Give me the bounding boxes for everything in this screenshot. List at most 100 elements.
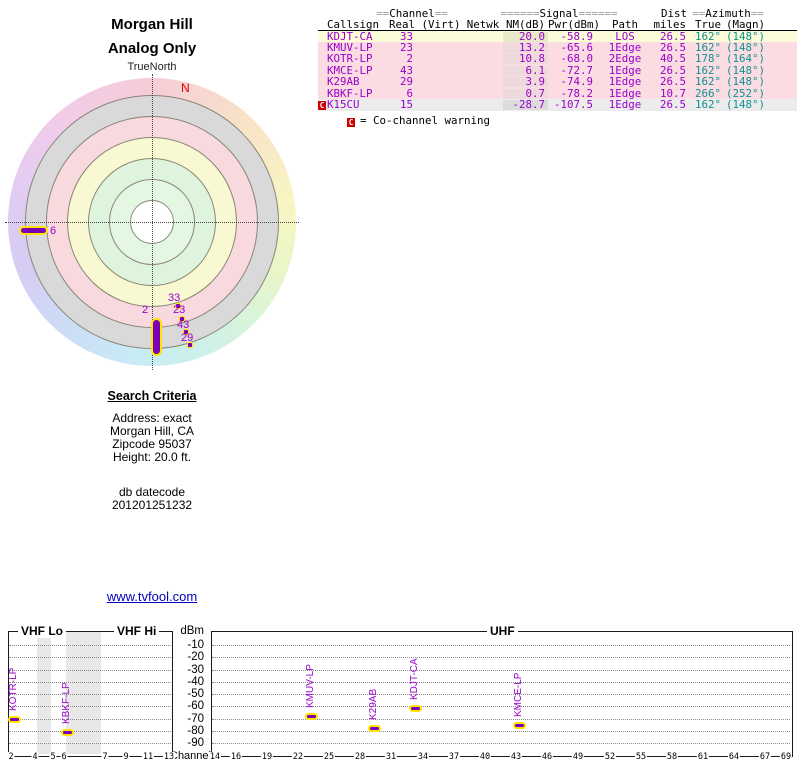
signal-table: ==Channel== ======Signal====== Dist ==Az… <box>318 7 797 112</box>
col-virt: (Virt) <box>421 17 461 31</box>
miles-cell: 26.5 <box>659 29 686 43</box>
channel-tick-7: 7 <box>101 752 109 762</box>
vhf-plot-box <box>8 631 173 757</box>
magn-azimuth-cell: (148°) <box>726 41 766 55</box>
channel-tick-67: 67 <box>758 752 772 762</box>
col-miles: miles <box>653 17 686 31</box>
warning-cell: C <box>318 100 327 111</box>
chart-marker-k29ab <box>368 725 381 732</box>
callsign-cell: K29AB <box>327 75 360 89</box>
co-channel-note-text: = Co-channel warning <box>360 114 491 127</box>
callsign-cell: KBKF-LP <box>327 86 373 100</box>
true-azimuth-cell: 162° <box>694 98 721 112</box>
power-dbm-cell: -74.9 <box>560 75 593 89</box>
y-tick--30: -30 <box>187 664 204 676</box>
true-azimuth-cell: 162° <box>694 75 721 89</box>
gridline--30-uhf <box>212 670 790 671</box>
channel-tick-6: 6 <box>60 752 68 762</box>
co-channel-note: C = Co-channel warning <box>347 114 490 127</box>
nm-db-cell: 0.7 <box>503 88 548 99</box>
magn-azimuth-cell: (252°) <box>726 86 766 100</box>
col-magn: (Magn) <box>726 17 766 31</box>
chart-marker-label-kdjt-ca: KDJT-CA <box>409 658 420 700</box>
channel-tick-28: 28 <box>353 752 367 762</box>
table-group-header: ==Channel== ======Signal====== Dist ==Az… <box>318 7 797 20</box>
nm-db-cell: 10.8 <box>503 54 548 65</box>
channel-tick-9: 9 <box>122 752 130 762</box>
table-row: KBKF-LP 6 0.7 -78.2 1Edge 10.7 266° (252°) <box>318 86 797 100</box>
channel-tick-55: 55 <box>634 752 648 762</box>
true-azimuth-cell: 178° <box>694 52 721 66</box>
polar-marker-label-kotr-lp: 2 <box>142 304 149 316</box>
chart-marker-label-kmuv-lp: KMUV-LP <box>305 664 316 708</box>
channel-tick-43: 43 <box>509 752 523 762</box>
criteria-height: Height: 20.0 ft. <box>112 450 192 464</box>
gridline--90-uhf <box>212 743 790 744</box>
true-azimuth-cell: 162° <box>694 41 721 55</box>
y-tick--60: -60 <box>187 700 204 712</box>
search-criteria-heading: Search Criteria <box>107 389 197 403</box>
north-marker: N <box>181 81 190 95</box>
channel-tick-31: 31 <box>384 752 398 762</box>
vhf-gap-band-1 <box>37 632 51 754</box>
db-datecode-value: 201201251232 <box>111 498 193 512</box>
chart-marker-kmce-lp <box>513 722 526 729</box>
path-cell: 2Edge <box>608 52 642 66</box>
col-path: Path <box>611 17 638 31</box>
gridline--70-uhf <box>212 719 790 720</box>
warning-badge-icon: C <box>318 101 326 111</box>
real-channel-cell: 43 <box>399 63 413 77</box>
path-cell: LOS <box>615 29 635 43</box>
page-title: Morgan Hill <box>111 16 193 33</box>
nm-db-cell: 20.0 <box>503 31 548 42</box>
gridline--40-uhf <box>212 682 790 683</box>
gridline--10-vhf <box>9 645 171 646</box>
gridline--60-uhf <box>212 706 790 707</box>
path-cell: 1Edge <box>608 63 642 77</box>
channel-tick-49: 49 <box>571 752 585 762</box>
real-channel-cell: 15 <box>399 98 413 112</box>
real-channel-cell: 6 <box>406 86 413 100</box>
channel-tick-13: 13 <box>162 752 176 762</box>
channel-tick-19: 19 <box>260 752 274 762</box>
callsign-cell: K15CU <box>327 98 360 112</box>
table-column-headers: Callsign Real (Virt) Netwk NM(dB) Pwr(dB… <box>318 19 797 31</box>
gridline--80-vhf <box>9 731 171 732</box>
y-tick--50: -50 <box>187 688 204 700</box>
gridline--10-uhf <box>212 645 790 646</box>
polar-marker-label-kdjt-ca: 33 <box>168 292 181 304</box>
polar-marker-kdjt-ca <box>175 303 181 309</box>
col-real: Real <box>389 17 416 31</box>
table-row: C K15CU 15 -28.7 -107.5 1Edge 26.5 162° (148°) <box>318 98 797 112</box>
criteria-city: Morgan Hill, CA <box>109 424 195 438</box>
channel-tick-52: 52 <box>603 752 617 762</box>
true-azimuth-cell: 162° <box>694 63 721 77</box>
group-dist: Dist <box>661 7 688 20</box>
polar-marker-k29ab <box>187 342 193 348</box>
path-cell: 1Edge <box>608 98 642 112</box>
col-netwk: Netwk <box>466 17 500 31</box>
y-tick--20: -20 <box>187 651 204 663</box>
group-signal: ======Signal====== <box>500 7 618 20</box>
nm-db-cell: 13.2 <box>503 42 548 54</box>
channel-tick-4: 4 <box>31 752 39 762</box>
gridline--20-uhf <box>212 657 790 658</box>
chart-marker-label-kbkf-lp: KBKF-LP <box>61 682 72 724</box>
channel-tick-37: 37 <box>447 752 461 762</box>
crosshair-vertical <box>152 74 153 370</box>
tvfool-link[interactable]: www.tvfool.com <box>106 589 198 604</box>
real-channel-cell: 29 <box>399 75 413 89</box>
real-channel-cell: 2 <box>406 52 413 66</box>
col-nm: NM(dB) <box>505 17 545 31</box>
gridline--20-vhf <box>9 657 171 658</box>
table-row: KOTR-LP 2 10.8 -68.0 2Edge 40.5 178° (164°) <box>318 52 797 66</box>
miles-cell: 10.7 <box>659 86 686 100</box>
group-azimuth: ==Azimuth== <box>692 7 764 20</box>
true-azimuth-cell: 162° <box>694 29 721 43</box>
y-tick--70: -70 <box>187 713 204 725</box>
table-row: K29AB 29 3.9 -74.9 1Edge 26.5 162° (148°) <box>318 75 797 89</box>
gridline--40-vhf <box>9 682 171 683</box>
callsign-cell: KDJT-CA <box>327 29 373 43</box>
gridline--50-vhf <box>9 694 171 695</box>
path-cell: 1Edge <box>608 86 642 100</box>
